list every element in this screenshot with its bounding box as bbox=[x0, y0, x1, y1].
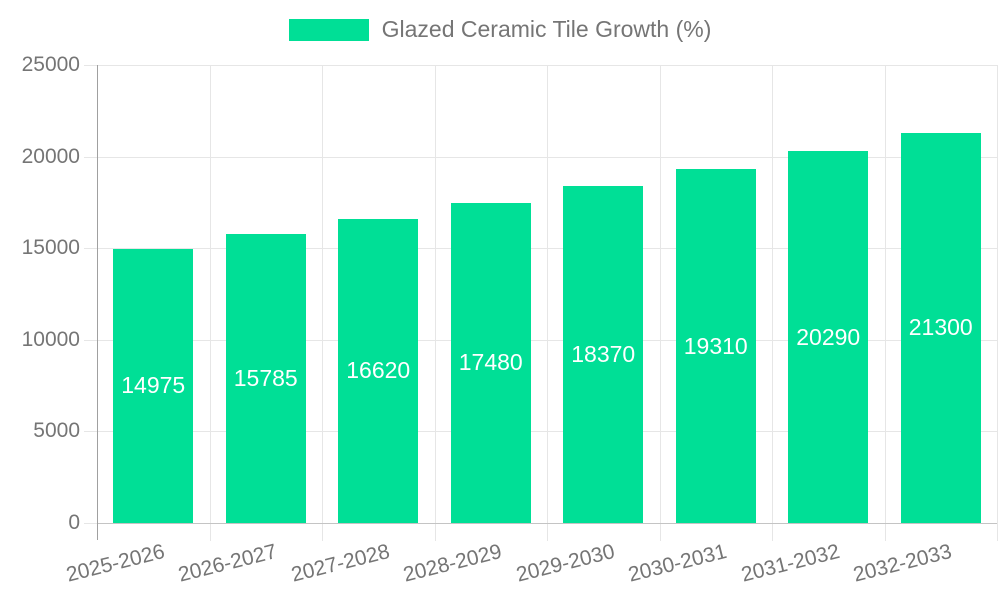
y-tick-mark bbox=[84, 523, 97, 524]
x-gridline bbox=[997, 65, 998, 523]
y-axis-tick-label: 10000 bbox=[21, 327, 80, 351]
x-axis-tick-label: 2026-2027 bbox=[176, 540, 280, 587]
y-axis-tick-label: 20000 bbox=[21, 144, 80, 168]
bar[interactable] bbox=[563, 186, 644, 523]
bar-value-label: 15785 bbox=[233, 364, 298, 391]
x-axis-tick-label: 2025-2026 bbox=[63, 540, 167, 587]
x-gridline bbox=[322, 65, 323, 523]
y-axis-line bbox=[97, 65, 98, 540]
bar-value-label: 17480 bbox=[458, 349, 523, 376]
bar-value-label: 19310 bbox=[683, 332, 748, 359]
x-axis-line bbox=[97, 523, 997, 524]
x-gridline bbox=[772, 65, 773, 523]
bar-value-label: 16620 bbox=[346, 357, 411, 384]
x-axis-tick-label: 2031-2032 bbox=[738, 540, 842, 587]
x-tick-mark bbox=[997, 523, 998, 541]
legend-label: Glazed Ceramic Tile Growth (%) bbox=[381, 16, 712, 42]
x-axis-tick-label: 2028-2029 bbox=[401, 540, 505, 587]
y-tick-mark bbox=[84, 339, 97, 341]
x-tick-mark bbox=[547, 523, 548, 541]
y-axis-tick-label: 5000 bbox=[33, 419, 80, 443]
x-axis-tick-label: 2030-2031 bbox=[626, 540, 730, 587]
bar[interactable] bbox=[338, 218, 419, 523]
x-gridline bbox=[547, 65, 548, 523]
x-tick-mark bbox=[884, 523, 886, 541]
x-tick-mark bbox=[434, 523, 436, 541]
y-axis-tick-label: 25000 bbox=[21, 53, 80, 76]
legend-swatch bbox=[288, 18, 369, 41]
x-tick-mark bbox=[209, 523, 211, 541]
bar-value-label: 14975 bbox=[121, 372, 186, 399]
x-gridline bbox=[434, 65, 436, 523]
x-axis-tick-label: 2029-2030 bbox=[513, 540, 617, 587]
x-gridline bbox=[884, 65, 886, 523]
x-axis-tick-label: 2027-2028 bbox=[288, 540, 392, 587]
y-axis-tick-label: 0 bbox=[68, 511, 80, 534]
y-tick-mark bbox=[84, 431, 97, 433]
y-tick-mark bbox=[84, 156, 97, 158]
bar[interactable] bbox=[900, 132, 981, 523]
bar[interactable] bbox=[225, 233, 306, 523]
x-gridline bbox=[209, 65, 211, 523]
bar-value-label: 21300 bbox=[908, 314, 973, 341]
bar-value-label: 20290 bbox=[796, 323, 861, 350]
legend[interactable]: Glazed Ceramic Tile Growth (%) bbox=[0, 16, 1000, 43]
y-tick-mark bbox=[84, 65, 97, 66]
bar[interactable] bbox=[675, 169, 756, 523]
bar[interactable] bbox=[788, 151, 869, 523]
bar[interactable] bbox=[450, 202, 531, 523]
x-tick-mark bbox=[772, 523, 773, 541]
x-axis-tick-label: 2032-2033 bbox=[851, 540, 955, 587]
y-tick-mark bbox=[84, 248, 97, 250]
x-gridline bbox=[659, 65, 661, 523]
y-axis-tick-label: 15000 bbox=[21, 236, 80, 260]
bar[interactable] bbox=[113, 248, 194, 523]
x-tick-mark bbox=[659, 523, 661, 541]
bar-value-label: 18370 bbox=[571, 341, 636, 368]
x-tick-mark bbox=[322, 523, 323, 541]
